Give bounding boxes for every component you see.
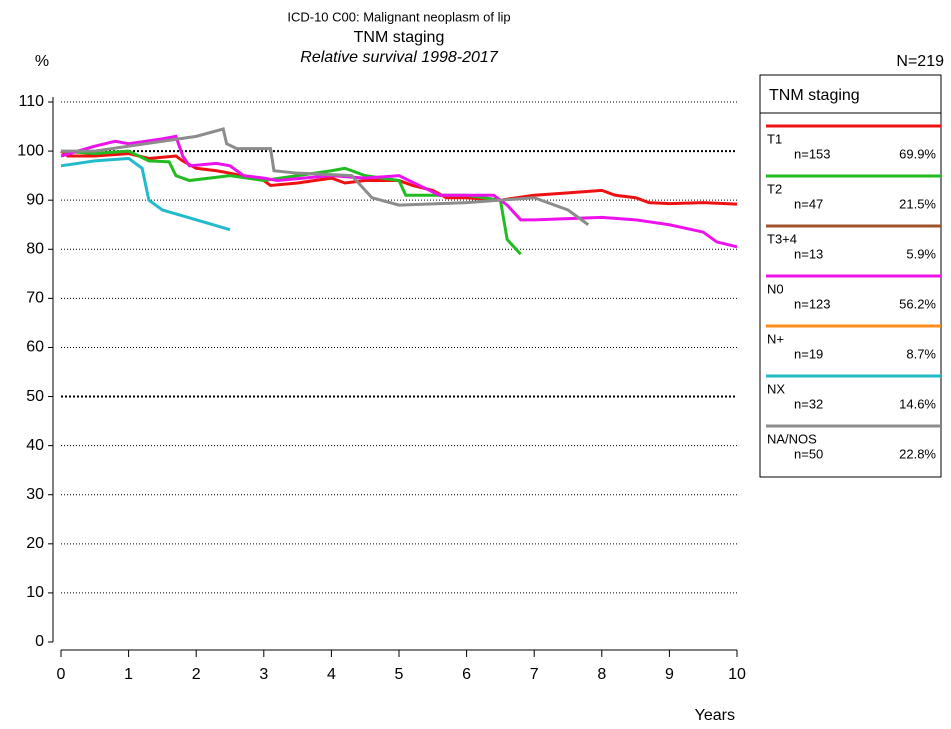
legend-title: TNM staging bbox=[769, 87, 860, 104]
legend-label: NA/NOS bbox=[767, 431, 817, 446]
legend-count: n=123 bbox=[794, 296, 831, 311]
legend-share: 21.5% bbox=[899, 196, 936, 211]
x-tick-label: 5 bbox=[395, 666, 404, 683]
chart-caption: Relative survival 1998-2017 bbox=[300, 49, 499, 66]
legend-share: 56.2% bbox=[899, 296, 936, 311]
legend-count: n=153 bbox=[794, 146, 831, 161]
survival-line bbox=[60, 156, 231, 232]
x-tick-label: 0 bbox=[57, 666, 66, 683]
x-axis-label: Years bbox=[695, 707, 735, 724]
y-tick-label: 30 bbox=[26, 486, 44, 503]
x-tick-label: 4 bbox=[327, 666, 336, 683]
x-tick-label: 3 bbox=[259, 666, 268, 683]
y-tick-label: 100 bbox=[17, 142, 44, 159]
y-tick-label: 10 bbox=[26, 584, 44, 601]
x-tick-label: 10 bbox=[728, 666, 746, 683]
legend-label: T3+4 bbox=[767, 231, 797, 246]
legend-share: 14.6% bbox=[899, 396, 936, 411]
legend-count: n=47 bbox=[794, 196, 823, 211]
survival-line bbox=[60, 134, 738, 249]
y-tick-label: 0 bbox=[35, 633, 44, 650]
chart-subtitle: TNM staging bbox=[354, 29, 445, 46]
y-tick-label: 110 bbox=[18, 93, 44, 110]
legend-label: NX bbox=[767, 381, 785, 396]
legend-label: T2 bbox=[767, 181, 782, 196]
legend-count: n=50 bbox=[794, 446, 823, 461]
legend-share: 22.8% bbox=[899, 446, 936, 461]
legend-label: N0 bbox=[767, 281, 784, 296]
x-tick-label: 8 bbox=[597, 666, 606, 683]
legend-label: T1 bbox=[767, 131, 782, 146]
y-tick-label: 40 bbox=[26, 437, 44, 454]
x-tick-label: 2 bbox=[192, 666, 201, 683]
y-tick-label: 20 bbox=[26, 535, 44, 552]
chart-title: ICD-10 C00: Malignant neoplasm of lip bbox=[287, 9, 510, 24]
y-tick-label: 70 bbox=[26, 290, 44, 307]
survival-line bbox=[61, 127, 590, 226]
y-axis-label: % bbox=[35, 53, 49, 70]
x-tick-label: 6 bbox=[462, 666, 471, 683]
x-tick-label: 1 bbox=[124, 666, 133, 683]
total-count: N=219 bbox=[896, 53, 944, 70]
legend-label: N+ bbox=[767, 331, 784, 346]
legend-count: n=13 bbox=[794, 246, 823, 261]
x-tick-label: 9 bbox=[665, 666, 674, 683]
legend-count: n=19 bbox=[794, 346, 823, 361]
survival-line bbox=[60, 149, 738, 206]
legend-share: 8.7% bbox=[906, 346, 936, 361]
x-tick-label: 7 bbox=[530, 666, 539, 683]
legend-share: 5.9% bbox=[906, 246, 936, 261]
y-tick-label: 60 bbox=[26, 339, 44, 356]
legend-count: n=32 bbox=[794, 396, 823, 411]
legend-share: 69.9% bbox=[899, 146, 936, 161]
y-tick-label: 80 bbox=[26, 240, 44, 257]
y-tick-label: 90 bbox=[26, 191, 44, 208]
y-tick-label: 50 bbox=[26, 388, 44, 405]
